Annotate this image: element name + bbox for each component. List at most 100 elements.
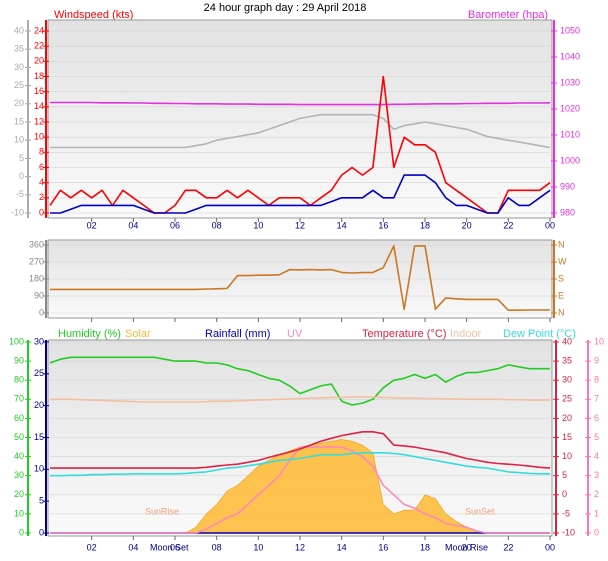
y-tick-label: 35 <box>14 44 24 54</box>
y-tick-label: -10 <box>11 207 24 217</box>
y-tick-label: 40 <box>14 451 24 461</box>
x-tick-label: 10 <box>253 542 263 552</box>
y-tick-label: 0 <box>39 527 44 537</box>
legend-label: Humidity (%) <box>58 328 121 340</box>
y-tick-label: 18 <box>34 71 44 81</box>
line <box>49 356 550 406</box>
y-tick-label: 20 <box>14 489 24 499</box>
y-tick-label: 9 <box>594 355 599 365</box>
y-tick-label: 100 <box>9 336 24 346</box>
x-tick-label: 22 <box>503 542 513 552</box>
y-tick-label: 10 <box>14 135 24 145</box>
y-axis-label: Windspeed (kts) <box>54 9 133 21</box>
y-tick-label: 14 <box>34 101 44 111</box>
x-tick-label: 08 <box>212 542 222 552</box>
y-tick-label: 0 <box>19 527 24 537</box>
y-tick-label: 50 <box>14 432 24 442</box>
y-tick-label: 30 <box>562 375 572 385</box>
y-tick-label: 1030 <box>560 77 580 87</box>
line <box>50 245 550 311</box>
x-tick-label: 16 <box>378 220 388 230</box>
y-tick-label: 40 <box>14 25 24 35</box>
x-tick-label: 18 <box>420 220 430 230</box>
y-tick-label: 2 <box>39 192 44 202</box>
y-tick-label: 1050 <box>560 25 580 35</box>
x-tick-label: 06 <box>170 542 180 552</box>
legend-label: Indoor <box>450 328 482 340</box>
y-tick-label: 15 <box>14 116 24 126</box>
x-tick-label: 10 <box>253 220 263 230</box>
y-tick-label: 0 <box>562 489 567 499</box>
legend-label: UV <box>287 328 303 340</box>
y-tick-label: 20 <box>34 56 44 66</box>
x-tick-label: 12 <box>295 220 305 230</box>
y-tick-label: 1040 <box>560 51 580 61</box>
y-tick-label: 25 <box>562 394 572 404</box>
y-tick-label: 15 <box>34 432 44 442</box>
y-tick-label: 10 <box>562 451 572 461</box>
y-tick-label: 1000 <box>560 155 580 165</box>
x-tick-label: 20 <box>462 542 472 552</box>
legend-label: Dew Point (°C) <box>503 328 576 340</box>
y-tick-label: 20 <box>562 413 572 423</box>
x-tick-label: 22 <box>503 220 513 230</box>
y-tick-label: 7 <box>594 394 599 404</box>
y-tick-label: 40 <box>562 336 572 346</box>
annotation: SunSet <box>465 506 495 516</box>
y-tick-label: 90 <box>14 355 24 365</box>
y-tick-label: 10 <box>14 508 24 518</box>
y-tick-label: 10 <box>34 464 44 474</box>
x-tick-label: 12 <box>295 542 305 552</box>
y-tick-label: 8 <box>39 147 44 157</box>
y-tick-label: -10 <box>562 527 575 537</box>
x-tick-label: 06 <box>170 220 180 230</box>
y-tick-label: 0 <box>39 207 44 217</box>
legend-label: Rainfall (mm) <box>205 328 270 340</box>
x-tick-label: 00 <box>545 542 555 552</box>
y-tick-label: N <box>558 239 565 249</box>
x-tick-label: 14 <box>337 542 347 552</box>
line <box>50 113 551 149</box>
y-tick-label: 70 <box>14 394 24 404</box>
y-tick-label: 25 <box>14 80 24 90</box>
line <box>50 452 550 477</box>
y-tick-label: 20 <box>34 400 44 410</box>
x-tick-label: 00 <box>545 220 555 230</box>
line <box>50 174 551 214</box>
y-tick-label: 360 <box>29 239 44 249</box>
y-tick-label: E <box>558 290 564 300</box>
line <box>50 431 551 469</box>
y-tick-label: 16 <box>34 86 44 96</box>
y-tick-label: 80 <box>14 375 24 385</box>
y-tick-label: 5 <box>562 470 567 480</box>
annotation: Moon Set <box>150 542 189 552</box>
x-tick-label: 04 <box>128 220 138 230</box>
x-tick-label: 20 <box>462 220 472 230</box>
y-tick-label: -5 <box>562 508 570 518</box>
x-tick-label: 02 <box>87 542 97 552</box>
y-tick-label: 5 <box>19 153 24 163</box>
y-tick-label: 10 <box>34 132 44 142</box>
y-tick-label: 5 <box>594 432 599 442</box>
x-tick-label: 16 <box>378 542 388 552</box>
y-tick-label: 10 <box>594 336 604 346</box>
annotation: SunRise <box>145 506 179 516</box>
legend-label: Temperature (°C) <box>362 328 446 340</box>
y-tick-label: 6 <box>594 413 599 423</box>
y-tick-label: 0 <box>594 527 599 537</box>
y-tick-label: 5 <box>39 496 44 506</box>
y-tick-label: 1 <box>594 508 599 518</box>
y-tick-label: 0 <box>39 307 44 317</box>
y-tick-label: 35 <box>562 355 572 365</box>
line <box>50 101 551 106</box>
y-tick-label: S <box>558 273 564 283</box>
y-tick-label: 4 <box>594 451 599 461</box>
y-tick-label: 30 <box>34 336 44 346</box>
y-tick-label: 1020 <box>560 103 580 113</box>
x-tick-label: 08 <box>212 220 222 230</box>
y-tick-label: 980 <box>560 207 575 217</box>
x-tick-label: 02 <box>87 220 97 230</box>
line <box>49 75 551 214</box>
y2-axis-label: Barometer (hpa) <box>468 9 548 21</box>
